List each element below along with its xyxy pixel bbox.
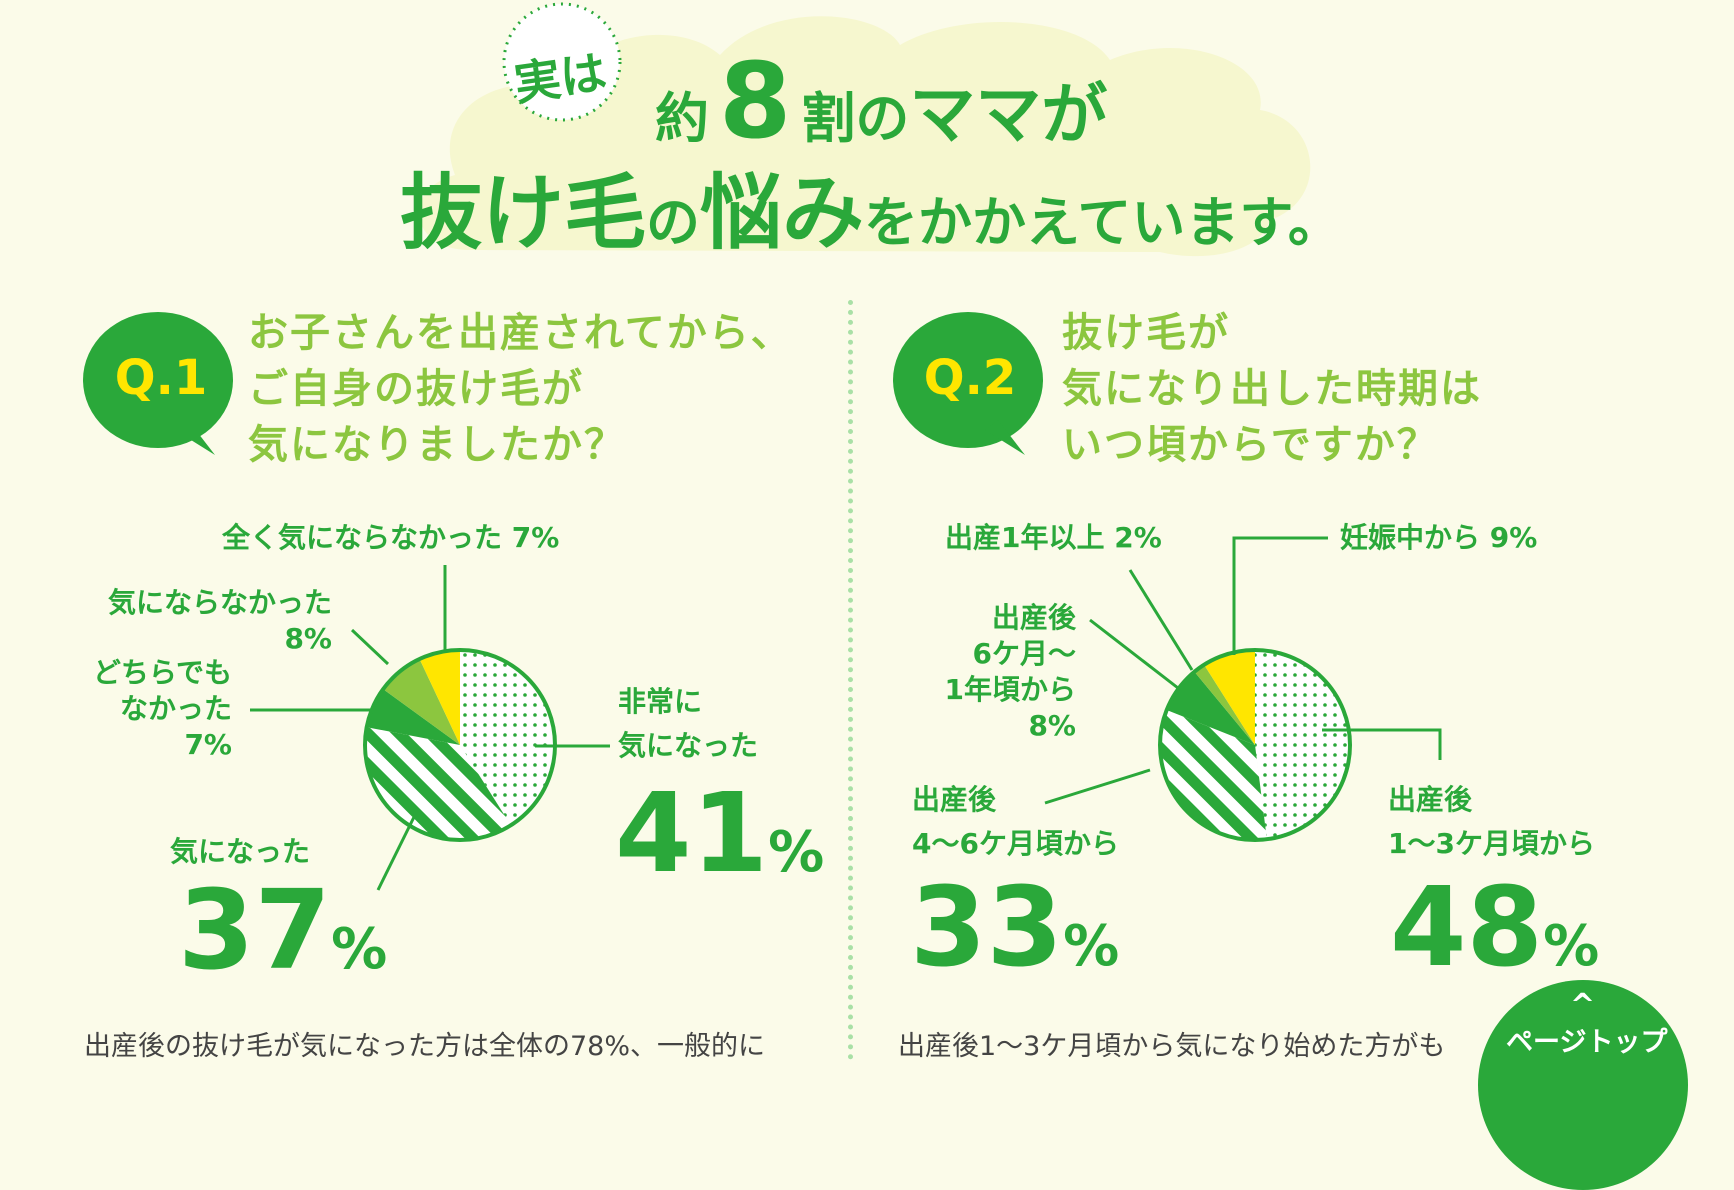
headline-line2: 抜け毛の悩みをかかえています。 [400,146,1342,265]
q1-label-neither: どちらでも なかった 7% [92,656,232,761]
column-divider [848,300,853,1060]
q2-label-pregnancy: 妊娠中から 9% [1340,521,1538,554]
q2-slice-4-6m [1159,710,1267,840]
q1-question-line: 気になりましたか？ [248,422,626,468]
q1-pie [363,648,557,842]
q2-question-line: 気になり出した時期は [1062,366,1482,412]
q1-question-line: ご自身の抜け毛が [248,366,584,412]
chevron-up-icon[interactable]: ^ [1570,988,1596,1023]
q1-bubble [83,312,233,455]
q1-label-not-concerned: 気にならなかった 8% [107,586,332,655]
q1-note: 出産後の抜け毛が気になった方は全体の78%、一般的に [84,1031,766,1062]
q1-label-very: 非常に 気になった [618,685,759,762]
q2-value-1-3m: 48% [1390,863,1600,991]
q2-question: 抜け毛が 気になり出した時期は いつ頃からですか？ [1062,305,1482,473]
headline-hair-loss: 抜け毛 [400,166,647,261]
q1-question: お子さんを出産されてから、 ご自身の抜け毛が 気になりましたか？ [248,305,793,473]
headline-line1: 約8 割のママが [655,40,1107,162]
q1-label-concerned: 気になった [170,835,311,868]
q2-label-1-3m: 出産後 1〜3ケ月頃から [1388,783,1595,860]
q1-value-concerned: 37% [178,866,388,994]
headline-tail: をかかえています。 [864,191,1342,254]
headline-pre: 約 [655,87,709,150]
q1-value-very: 41% [615,769,825,897]
q2-bubble [893,312,1043,455]
q2-value-4-6m: 33% [910,863,1120,991]
q1-label-not-at-all: 全く気にならなかった 7% [222,521,560,554]
q2-label-4-6m: 出産後 4〜6ケ月頃から [912,783,1119,860]
q2-slice-6m-1y [1166,671,1255,745]
q1-slice-not-at-all [419,650,460,745]
q2-note: 出産後1〜3ケ月頃から気になり始めた方がも [898,1031,1446,1062]
q1-question-line: お子さんを出産されてから、 [248,310,793,356]
q2-question-line: 抜け毛が [1062,310,1230,356]
page-top-label[interactable]: ページトップ [1506,1027,1668,1058]
q2-label-over-year: 出産1年以上 2% [945,521,1162,554]
headline-mid: 割の [801,87,910,150]
q1-slice-neither [366,689,460,745]
headline-post: ママが [909,76,1108,153]
chart-graphics [83,312,1442,891]
headline-no: の [646,191,701,254]
q1-leader-lines [250,565,610,891]
header-cloud [418,2,1311,257]
q1-slice-concerned [364,727,511,840]
q2-leader-lines [1044,536,1442,805]
q1-slice-very [460,650,555,826]
q2-question-line: いつ頃からですか？ [1062,422,1439,468]
pie-outline [1158,648,1352,842]
headline-number: 8 [719,40,792,162]
q2-slice-over-year [1194,664,1255,745]
q2-pie [1158,648,1352,842]
q2-slice-pregnancy [1204,650,1255,745]
q1-slice-not-concerned [383,659,460,745]
page: 実は 約8 割のママが 抜け毛の悩みをかかえています。 [83,2,1688,1190]
badge-circle [502,2,622,122]
q2-label-6m-1y: 出産後 6ケ月〜 1年頃から 8% [944,601,1076,742]
q2-label: Q.2 [923,350,1017,406]
q1-label: Q.1 [114,350,208,406]
headline-worry: 悩み [700,166,865,261]
q2-slice-1-3m [1255,650,1350,840]
